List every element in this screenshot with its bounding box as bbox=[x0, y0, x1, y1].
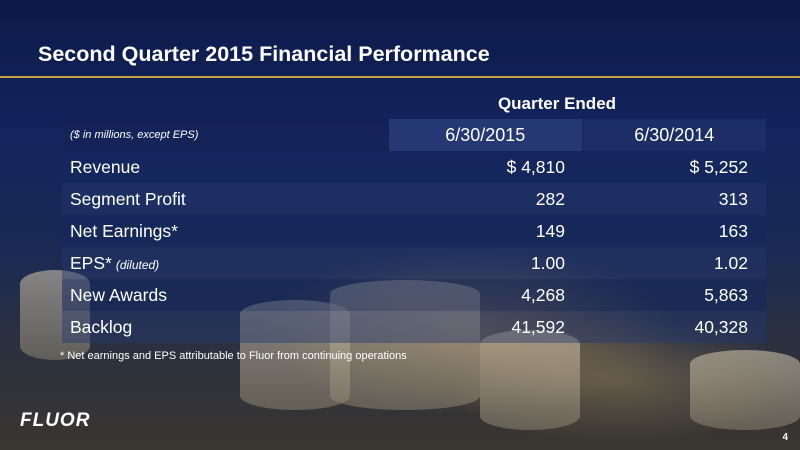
row-label-text: Revenue bbox=[70, 156, 141, 177]
table-cell: 149 bbox=[389, 215, 582, 247]
row-label: Revenue bbox=[62, 151, 389, 183]
footnote: * Net earnings and EPS attributable to F… bbox=[60, 350, 407, 362]
row-label: EPS* (diluted) bbox=[62, 247, 389, 279]
page-number: 4 bbox=[782, 432, 788, 443]
row-label: New Awards bbox=[62, 279, 389, 311]
fluor-logo: FLUOR bbox=[20, 410, 91, 431]
units-note: ($ in millions, except EPS) bbox=[62, 119, 389, 151]
table-cell: 313 bbox=[582, 183, 766, 215]
table-cell: 4,268 bbox=[389, 279, 582, 311]
table-cell: 5,863 bbox=[582, 279, 766, 311]
row-label-text: EPS* bbox=[70, 252, 112, 273]
row-label: Net Earnings* bbox=[62, 215, 389, 247]
row-label-text: Backlog bbox=[70, 316, 133, 337]
table-cell: 40,328 bbox=[582, 311, 766, 343]
financial-table: ($ in millions, except EPS) 6/30/2015 6/… bbox=[62, 119, 766, 343]
storage-tank-graphic bbox=[480, 330, 580, 430]
slide-title: Second Quarter 2015 Financial Performanc… bbox=[38, 42, 490, 66]
table-header-row: ($ in millions, except EPS) 6/30/2015 6/… bbox=[62, 119, 766, 151]
table-cell: 282 bbox=[389, 183, 582, 215]
row-label-text: Net Earnings* bbox=[70, 220, 178, 241]
row-label-subnote: (diluted) bbox=[115, 257, 160, 272]
quarter-ended-header: Quarter Ended bbox=[497, 94, 617, 113]
table-cell: 1.00 bbox=[389, 247, 582, 279]
column-header: 6/30/2014 bbox=[581, 119, 766, 151]
table-cell: 41,592 bbox=[389, 311, 582, 343]
table-cell: $ 5,252 bbox=[582, 151, 766, 183]
table-row: Net Earnings* 149 163 bbox=[62, 215, 766, 247]
table-row: Revenue $ 4,810 $ 5,252 bbox=[62, 151, 766, 183]
table-row: Backlog 41,592 40,328 bbox=[62, 311, 766, 343]
table-row: Segment Profit 282 313 bbox=[62, 183, 766, 215]
table-cell: 163 bbox=[582, 215, 766, 247]
row-label: Backlog bbox=[62, 311, 389, 343]
row-label-text: Segment Profit bbox=[70, 188, 186, 209]
table-cell: $ 4,810 bbox=[389, 151, 582, 183]
table-row: EPS* (diluted) 1.00 1.02 bbox=[62, 247, 766, 279]
table-cell: 1.02 bbox=[582, 247, 766, 279]
table-row: New Awards 4,268 5,863 bbox=[62, 279, 766, 311]
row-label-text: New Awards bbox=[70, 284, 167, 305]
storage-tank-graphic bbox=[690, 350, 800, 430]
row-label: Segment Profit bbox=[62, 183, 389, 215]
title-divider bbox=[0, 76, 800, 78]
column-header: 6/30/2015 bbox=[389, 119, 582, 151]
